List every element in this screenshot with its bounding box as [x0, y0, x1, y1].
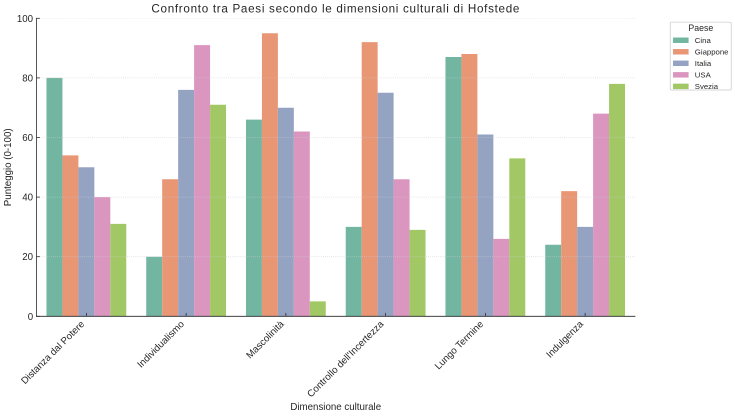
svg-text:Paese: Paese	[688, 23, 713, 33]
svg-text:Svezia: Svezia	[695, 82, 719, 91]
svg-text:Italia: Italia	[695, 59, 712, 68]
svg-text:Confronto tra Paesi secondo le: Confronto tra Paesi secondo le dimension…	[151, 2, 520, 15]
svg-text:0: 0	[28, 312, 34, 323]
svg-text:20: 20	[22, 252, 33, 263]
svg-text:Giappone: Giappone	[695, 47, 729, 56]
svg-text:80: 80	[22, 73, 33, 84]
svg-text:60: 60	[22, 133, 33, 144]
svg-text:Punteggio (0-100): Punteggio (0-100)	[3, 128, 14, 206]
svg-text:Dimensione culturale: Dimensione culturale	[290, 402, 381, 413]
svg-text:Cina: Cina	[695, 36, 712, 45]
svg-text:40: 40	[22, 193, 33, 204]
svg-text:USA: USA	[695, 71, 712, 80]
svg-text:100: 100	[17, 14, 34, 25]
